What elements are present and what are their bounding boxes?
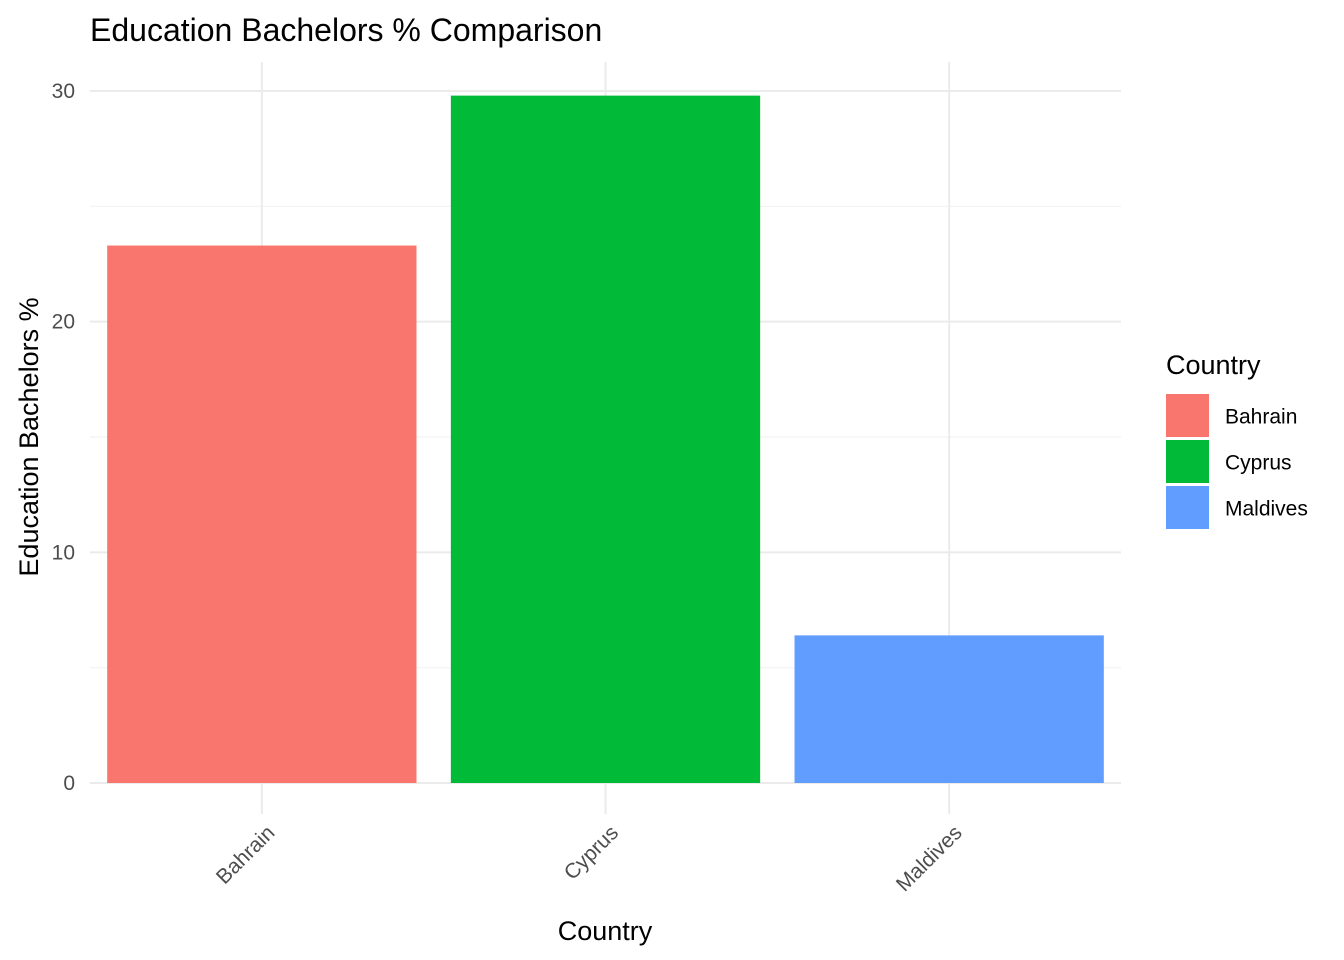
legend-label: Maldives	[1225, 498, 1308, 521]
chart-title: Education Bachelors % Comparison	[90, 12, 602, 48]
legend-title: Country	[1166, 350, 1261, 380]
legend-key-cyprus	[1166, 440, 1209, 483]
legend-key-bahrain	[1166, 394, 1209, 437]
legend-label: Cyprus	[1225, 452, 1292, 475]
x-axis-ticks: Bahrain Cyprus Maldives	[212, 821, 967, 896]
x-tick-label: Bahrain	[212, 821, 279, 888]
x-tick-label: Cyprus	[560, 821, 623, 884]
x-axis-title: Country	[558, 916, 653, 946]
y-tick-label: 0	[63, 772, 75, 795]
bar-bahrain	[107, 245, 417, 784]
y-tick-label: 20	[52, 311, 75, 334]
legend-key-maldives	[1166, 486, 1209, 529]
legend-label: Bahrain	[1225, 406, 1297, 429]
legend: Country Bahrain Cyprus Maldives	[1166, 350, 1308, 529]
bars	[107, 95, 1104, 784]
y-tick-label: 30	[52, 80, 75, 103]
y-axis-ticks: 0 10 20 30	[52, 80, 75, 795]
y-tick-label: 10	[52, 541, 75, 564]
y-axis-title: Education Bachelors %	[14, 297, 44, 576]
x-tick-label: Maldives	[892, 821, 967, 896]
bar-cyprus	[450, 95, 761, 783]
bar-maldives	[794, 635, 1104, 783]
